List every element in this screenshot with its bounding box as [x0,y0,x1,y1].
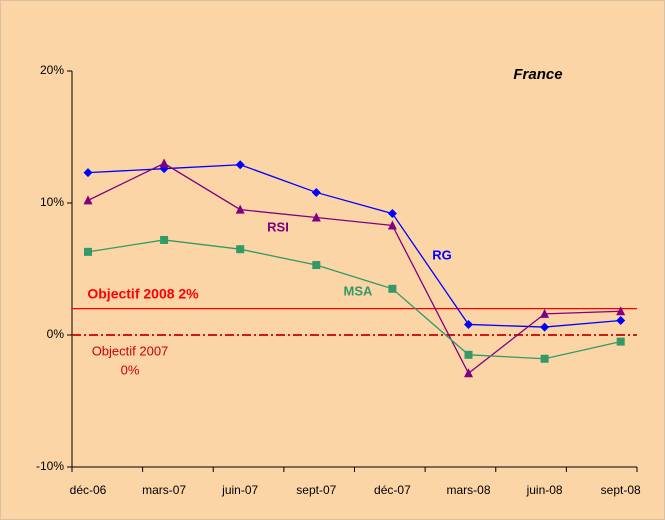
reference-label: Objectif 2007 [92,343,169,358]
y-tick-label: 10% [40,195,64,209]
reference-label: 0% [121,362,140,377]
x-tick-label: sept-07 [296,483,336,497]
marker [83,168,93,178]
series-label: RG [432,247,452,262]
x-tick-label: juin-08 [526,483,563,497]
marker [387,220,397,230]
marker [159,158,169,168]
marker [387,209,397,219]
marker [464,350,473,359]
marker [311,187,321,197]
reference-label: Objectif 2008 2% [87,286,199,302]
chart-title: France [513,66,562,83]
x-tick-label: déc-07 [374,483,411,497]
y-tick-label: 0% [47,327,65,341]
series-line [87,164,621,328]
series-label: RSI [267,219,289,234]
series-label: MSA [344,283,374,298]
marker [540,354,549,363]
marker [464,368,473,378]
marker [83,195,93,205]
marker [388,284,397,293]
marker [464,319,473,329]
series-line [87,239,621,360]
marker [160,235,169,244]
x-tick-label: mars-08 [446,483,490,497]
x-tick-label: déc-06 [70,483,107,497]
marker [616,315,626,325]
marker [616,306,626,316]
x-tick-label: mars-07 [142,483,186,497]
marker [311,212,321,222]
y-tick-label: -10% [36,459,64,473]
x-tick-label: juin-07 [221,483,258,497]
series-line [87,162,621,375]
y-tick-label: 20% [40,63,64,77]
marker [312,261,321,270]
marker [236,245,245,254]
marker [84,247,92,256]
marker [540,322,550,332]
marker [616,337,625,346]
marker [235,204,245,214]
marker [235,160,245,170]
marker [540,308,550,318]
x-tick-label: sept-08 [601,483,641,497]
